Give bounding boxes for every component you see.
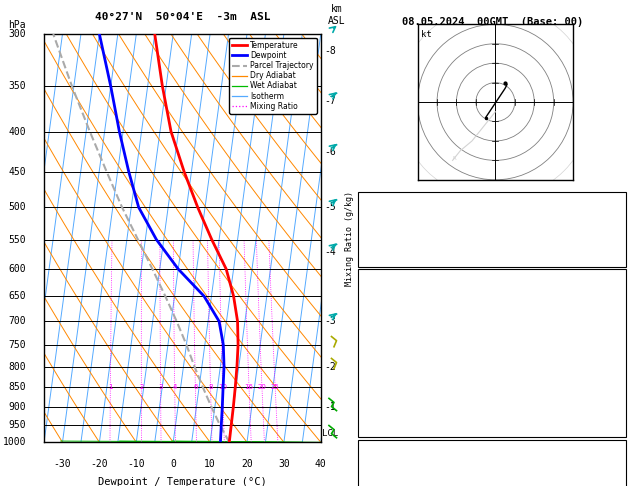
- Text: kt: kt: [421, 30, 432, 39]
- Text: 6: 6: [193, 384, 198, 390]
- Text: -1: -1: [325, 401, 336, 412]
- Text: LCL: LCL: [322, 429, 338, 438]
- Text: 30: 30: [278, 459, 290, 469]
- Text: 850: 850: [8, 382, 26, 392]
- Bar: [358, 269, 626, 437]
- Text: 15.2: 15.2: [542, 295, 565, 305]
- Text: 800: 800: [8, 362, 26, 372]
- Text: -10: -10: [128, 459, 145, 469]
- Text: © weatheronline.co.uk: © weatheronline.co.uk: [436, 472, 548, 481]
- Legend: Temperature, Dewpoint, Parcel Trajectory, Dry Adiabat, Wet Adiabat, Isotherm, Mi: Temperature, Dewpoint, Parcel Trajectory…: [229, 38, 317, 114]
- Text: 8: 8: [208, 384, 213, 390]
- Text: Mixing Ratio (g/kg): Mixing Ratio (g/kg): [345, 191, 353, 286]
- Text: 16: 16: [245, 384, 253, 390]
- Text: -5: -5: [325, 202, 336, 212]
- Text: 20: 20: [241, 459, 253, 469]
- Text: -2: -2: [325, 362, 336, 372]
- Text: 10: 10: [204, 459, 216, 469]
- Text: -6: -6: [325, 147, 336, 157]
- Text: 450: 450: [8, 167, 26, 176]
- Text: 4: 4: [172, 384, 177, 390]
- Text: 10: 10: [218, 384, 227, 390]
- Text: 2: 2: [139, 384, 143, 390]
- Text: -3: -3: [325, 316, 336, 326]
- Text: CIN (J): CIN (J): [369, 412, 410, 422]
- Bar: [358, 440, 626, 486]
- Text: -8: -8: [325, 46, 336, 55]
- Text: -30: -30: [53, 459, 71, 469]
- Text: K: K: [369, 194, 375, 205]
- Text: 3: 3: [159, 384, 163, 390]
- Text: Totals Totals: Totals Totals: [369, 218, 445, 228]
- Text: -4: -4: [325, 247, 336, 257]
- Text: 40°27'N  50°04'E  -3m  ASL: 40°27'N 50°04'E -3m ASL: [94, 12, 270, 22]
- Text: 900: 900: [8, 401, 26, 412]
- Text: 950: 950: [8, 420, 26, 430]
- Text: 40: 40: [315, 459, 326, 469]
- Text: 750: 750: [8, 340, 26, 350]
- Text: 12.8: 12.8: [542, 318, 565, 329]
- Text: km
ASL: km ASL: [328, 4, 345, 26]
- Text: 750: 750: [542, 466, 559, 476]
- Text: Most Unstable: Most Unstable: [454, 442, 530, 452]
- Text: 2.38: 2.38: [542, 241, 565, 251]
- Text: -7: -7: [325, 96, 336, 105]
- Text: 08.05.2024  00GMT  (Base: 00): 08.05.2024 00GMT (Base: 00): [401, 17, 583, 27]
- Text: R: R: [453, 156, 456, 161]
- Text: 1000: 1000: [3, 437, 26, 447]
- Text: 0: 0: [542, 412, 547, 422]
- Text: Temp (°C): Temp (°C): [369, 295, 422, 305]
- Text: Lifted Index: Lifted Index: [369, 365, 440, 375]
- Text: 300: 300: [8, 29, 26, 39]
- Text: CAPE (J): CAPE (J): [369, 388, 416, 399]
- Text: θₑ(K): θₑ(K): [369, 342, 398, 352]
- Text: 650: 650: [8, 291, 26, 301]
- Text: 46: 46: [542, 218, 553, 228]
- Text: 600: 600: [8, 264, 26, 274]
- Text: Pressure (mb): Pressure (mb): [369, 466, 445, 476]
- Text: Dewp (°C): Dewp (°C): [369, 318, 422, 329]
- Text: PW (cm): PW (cm): [369, 241, 410, 251]
- Text: 350: 350: [8, 81, 26, 91]
- Text: 700: 700: [8, 316, 26, 326]
- Text: Dewpoint / Temperature (°C): Dewpoint / Temperature (°C): [98, 477, 267, 486]
- Text: 0: 0: [170, 459, 176, 469]
- Bar: [358, 192, 626, 267]
- Text: 550: 550: [8, 235, 26, 244]
- Text: 25: 25: [542, 194, 553, 205]
- Text: 4: 4: [542, 365, 547, 375]
- Text: 20: 20: [257, 384, 267, 390]
- Text: 312: 312: [542, 342, 559, 352]
- Text: hPa: hPa: [8, 20, 26, 30]
- Text: 500: 500: [8, 202, 26, 212]
- Text: -20: -20: [91, 459, 108, 469]
- Text: 0: 0: [542, 388, 547, 399]
- Text: 25: 25: [270, 384, 279, 390]
- Text: 400: 400: [8, 126, 26, 137]
- Text: Surface: Surface: [472, 272, 513, 282]
- Text: 1: 1: [108, 384, 113, 390]
